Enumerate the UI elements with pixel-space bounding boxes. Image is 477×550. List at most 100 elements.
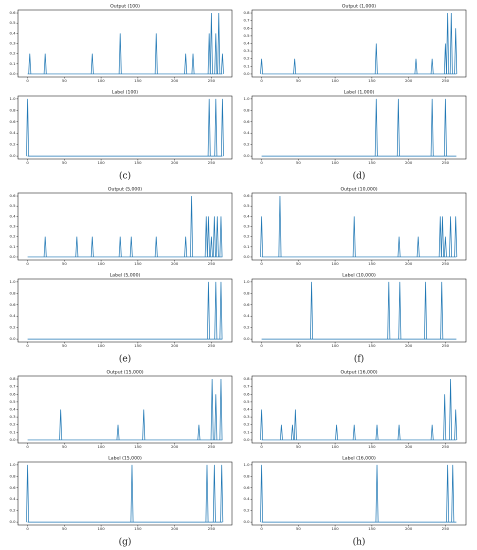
y-tick-label: 0.3 — [243, 224, 250, 229]
y-tick-label: 0.2 — [9, 325, 16, 330]
spike — [220, 98, 224, 157]
chart-title: Output (15,000) — [106, 370, 143, 376]
x-tick-label: 0 — [26, 526, 29, 531]
spike — [387, 281, 391, 340]
y-tick-label: 0.6 — [243, 119, 250, 124]
y-tick-label: 0.5 — [243, 203, 250, 208]
spike — [214, 394, 218, 440]
y-tick-label: 0.2 — [9, 142, 16, 147]
x-tick-label: 150 — [134, 160, 142, 165]
panel-label: (e) — [119, 354, 131, 365]
x-tick-label: 0 — [26, 444, 29, 449]
spike — [438, 216, 442, 257]
y-tick-label: 0.6 — [9, 485, 16, 490]
y-tick-label: 0.6 — [243, 193, 250, 198]
x-tick-label: 100 — [97, 343, 105, 348]
y-tick-label: 0.0 — [243, 254, 250, 259]
spike — [118, 236, 122, 257]
y-tick-label: 0.7 — [243, 18, 250, 23]
x-tick-label: 50 — [296, 444, 301, 449]
x-tick-label: 100 — [331, 261, 339, 266]
spike — [279, 424, 283, 440]
y-tick-label: 0.2 — [9, 51, 16, 56]
y-tick-label: 0.3 — [243, 48, 250, 53]
x-tick-label: 200 — [405, 261, 413, 266]
panel-label: (d) — [353, 171, 366, 182]
y-tick-label: 0.5 — [243, 399, 250, 404]
y-tick-label: 0.2 — [9, 422, 16, 427]
spike — [443, 43, 447, 74]
plot-frame — [17, 461, 233, 526]
x-tick-label: 250 — [208, 526, 216, 531]
spike — [212, 464, 216, 523]
spike — [443, 236, 447, 257]
spike — [207, 33, 211, 74]
x-tick-label: 250 — [442, 526, 450, 531]
spike — [414, 58, 418, 74]
plot-frame — [251, 278, 467, 343]
spike — [293, 58, 297, 74]
y-tick-label: 0.5 — [9, 203, 16, 208]
y-tick-label: 0.1 — [243, 63, 250, 68]
x-tick-label: 100 — [97, 526, 105, 531]
y-tick-label: 0.3 — [9, 224, 16, 229]
spike — [454, 409, 458, 440]
spike — [440, 281, 444, 340]
spike — [398, 281, 402, 340]
chart-title: Output (16,000) — [340, 370, 377, 376]
spike — [375, 464, 379, 523]
spike — [310, 281, 314, 340]
y-tick-label: 0.8 — [243, 376, 250, 381]
y-tick-label: 0.8 — [243, 290, 250, 295]
y-tick-label: 0.0 — [243, 153, 250, 158]
spike — [214, 281, 218, 340]
y-tick-label: 0.6 — [243, 391, 250, 396]
spike — [397, 424, 401, 440]
spike — [260, 464, 264, 523]
spike — [260, 216, 264, 257]
spike — [449, 13, 453, 74]
spike — [207, 98, 211, 157]
spike — [454, 216, 458, 257]
y-tick-label: 0.8 — [243, 473, 250, 478]
spike — [205, 464, 209, 523]
spike — [43, 236, 47, 257]
y-tick-label: 0.4 — [243, 41, 250, 46]
spike — [184, 236, 188, 257]
x-tick-label: 50 — [62, 526, 67, 531]
y-tick-label: 0.8 — [9, 290, 16, 295]
y-tick-label: 1.0 — [9, 462, 16, 467]
panel-label: (g) — [119, 537, 132, 548]
y-tick-label: 0.2 — [9, 234, 16, 239]
chart-title: Output (100) — [110, 4, 140, 10]
x-tick-label: 100 — [97, 444, 105, 449]
spike — [75, 236, 79, 257]
x-tick-label: 0 — [260, 444, 263, 449]
x-tick-label: 250 — [208, 160, 216, 165]
spike — [449, 216, 453, 257]
spike — [293, 409, 297, 440]
y-tick-label: 0.2 — [243, 56, 250, 61]
x-tick-label: 100 — [97, 160, 105, 165]
x-tick-label: 200 — [171, 78, 179, 83]
y-tick-label: 0.2 — [243, 142, 250, 147]
spike — [154, 236, 158, 257]
spike — [220, 53, 224, 74]
y-tick-label: 0.1 — [9, 429, 16, 434]
spike — [129, 236, 133, 257]
spike — [430, 424, 434, 440]
x-tick-label: 200 — [171, 261, 179, 266]
spike — [210, 379, 214, 440]
spike — [215, 216, 219, 257]
y-tick-label: 0.3 — [243, 414, 250, 419]
spike — [204, 216, 208, 257]
y-tick-label: 0.6 — [9, 391, 16, 396]
y-tick-label: 0.5 — [9, 20, 16, 25]
x-tick-label: 150 — [134, 78, 142, 83]
y-tick-label: 0.4 — [9, 313, 16, 318]
y-tick-label: 0.6 — [9, 193, 16, 198]
x-tick-label: 200 — [405, 444, 413, 449]
spike — [260, 409, 264, 440]
panel-label: (c) — [119, 171, 131, 182]
y-tick-label: 0.4 — [9, 213, 16, 218]
